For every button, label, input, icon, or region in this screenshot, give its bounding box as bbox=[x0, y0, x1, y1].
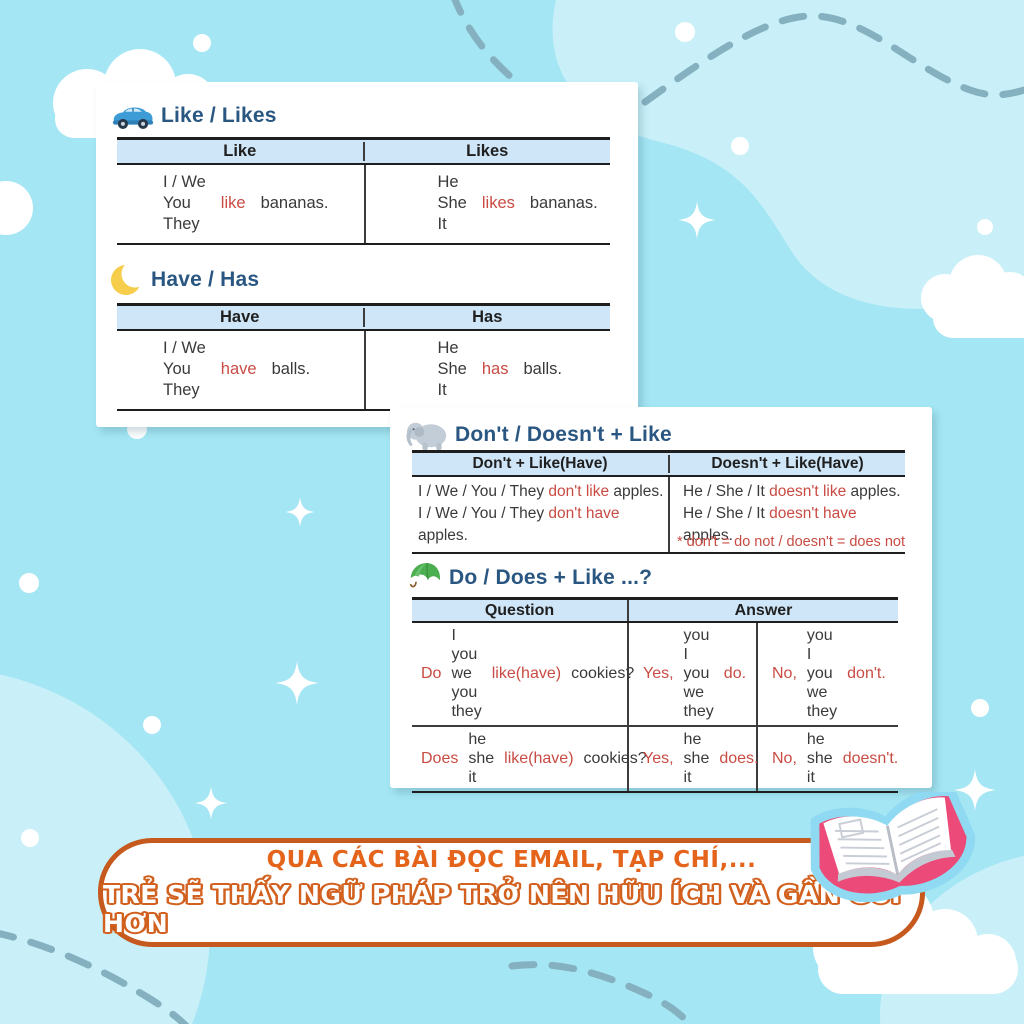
verb: like(have) bbox=[491, 665, 562, 682]
column-header-likes: Likes bbox=[362, 142, 611, 161]
object: balls. bbox=[523, 360, 562, 378]
table-body-row: I / We You They like bananas. He She It … bbox=[117, 165, 610, 245]
elephant-icon bbox=[404, 418, 450, 452]
pronoun-list: he she it bbox=[806, 731, 833, 786]
doesnt-cell: He / She / It doesn't like apples. He / … bbox=[668, 477, 905, 552]
open-book-icon bbox=[810, 792, 976, 903]
sentence: He / She / It doesn't have apples. bbox=[683, 505, 857, 544]
cloud-right bbox=[921, 255, 1024, 338]
verb: has bbox=[481, 360, 509, 378]
yes-word: Yes, bbox=[643, 750, 674, 767]
column-header-has: Has bbox=[362, 308, 611, 327]
column-header-have: Have bbox=[220, 308, 260, 326]
pronoun-list: I / We You They bbox=[163, 173, 206, 233]
section-have-title: Have / Has bbox=[110, 260, 259, 300]
likes-cell: He She It likes bananas. bbox=[363, 165, 611, 243]
banner-text-line2: TRẺ SẼ THẤY NGỮ PHÁP TRỞ NÊN HỮU ÍCH VÀ … bbox=[103, 880, 902, 938]
section-title-label: Have / Has bbox=[151, 268, 260, 291]
auxiliary: Does bbox=[421, 750, 459, 767]
table-header-row: Like Likes bbox=[117, 137, 610, 165]
verb: do. bbox=[723, 665, 747, 682]
moon-icon bbox=[110, 262, 146, 298]
have-has-table: Have Has I / We You They have balls. He … bbox=[117, 303, 610, 411]
background-dots bbox=[19, 22, 993, 847]
section-title-label: Like / Likes bbox=[161, 104, 277, 127]
column-header-like: Like bbox=[223, 142, 257, 160]
dont-doesnt-table: Don't + Like(Have) Doesn't + Like(Have) … bbox=[412, 450, 905, 554]
banner-text-line1: QUA CÁC BÀI ĐỌC EMAIL, TẠP CHÍ,... bbox=[266, 847, 757, 873]
grammar-card-like-have: Like / Likes Like Likes I / We You They … bbox=[96, 82, 638, 427]
pronoun-list: you I you we they bbox=[806, 627, 838, 720]
dashed-path-top-right bbox=[641, 12, 1024, 106]
yes-answer-cell: Yes, he she it does. bbox=[629, 727, 758, 791]
column-header-doesnt: Doesn't + Like(Have) bbox=[668, 455, 905, 473]
dashed-path-bottom-left bbox=[0, 930, 190, 1024]
question-cell: Does he she it like(have) cookies? bbox=[412, 727, 647, 791]
section-title-label: Do / Does + Like ...? bbox=[449, 566, 653, 589]
column-header-question: Question bbox=[412, 600, 629, 621]
like-likes-table: Like Likes I / We You They like bananas.… bbox=[117, 137, 610, 245]
section-title-label: Don't / Doesn't + Like bbox=[455, 423, 672, 446]
have-cell: I / We You They have balls. bbox=[117, 331, 364, 409]
verb: doesn't. bbox=[842, 750, 899, 767]
section-dont-title: Don't / Doesn't + Like bbox=[404, 415, 672, 455]
object: cookies? bbox=[571, 665, 635, 682]
dashed-path-top-left bbox=[451, 0, 530, 94]
table-header-row: Question Answer bbox=[412, 597, 898, 623]
no-word: No, bbox=[772, 750, 797, 767]
yes-word: Yes, bbox=[643, 665, 674, 682]
dont-cell: I / We / You / They don't like apples. I… bbox=[412, 477, 668, 552]
verb: don't. bbox=[847, 665, 886, 682]
verb: have bbox=[220, 360, 257, 378]
pronoun-list: He She It bbox=[437, 173, 467, 233]
umbrella-icon bbox=[406, 560, 444, 596]
no-answer-cell: No, you I you we they don't. bbox=[758, 623, 898, 725]
has-cell: He She It has balls. bbox=[363, 331, 611, 409]
object: bananas. bbox=[529, 194, 598, 212]
pronoun-list: I you we you they bbox=[451, 627, 482, 720]
like-cell: I / We You They like bananas. bbox=[117, 165, 364, 243]
column-header-answer: Answer bbox=[734, 601, 793, 619]
blob-top-right bbox=[552, 0, 1024, 309]
background-sparkles bbox=[194, 201, 996, 820]
pronoun-list: He She It bbox=[437, 339, 467, 399]
dashed-path-bottom-center bbox=[508, 961, 695, 1024]
sentence: He / She / It doesn't like apples. bbox=[683, 483, 901, 500]
verb: like(have) bbox=[504, 750, 574, 767]
table-body-row: I / We You They have balls. He She It ha… bbox=[117, 331, 610, 411]
do-does-question-table: Question Answer Do I you we you they lik… bbox=[412, 597, 898, 793]
table-body-row: I / We / You / They don't like apples. I… bbox=[412, 477, 905, 554]
verb: likes bbox=[481, 194, 515, 212]
contraction-footnote: * don't = do not / doesn't = does not bbox=[676, 534, 905, 550]
yes-answer-cell: Yes, you I you we they do. bbox=[629, 623, 758, 725]
do-row: Do I you we you they like(have) cookies?… bbox=[412, 623, 898, 727]
does-row: Does he she it like(have) cookies? Yes, … bbox=[412, 727, 898, 793]
no-word: No, bbox=[772, 665, 797, 682]
question-cell: Do I you we you they like(have) cookies? bbox=[412, 623, 634, 725]
table-header-row: Don't + Like(Have) Doesn't + Like(Have) bbox=[412, 450, 905, 477]
car-icon bbox=[110, 99, 156, 133]
object: cookies? bbox=[583, 750, 647, 767]
verb: does. bbox=[719, 750, 759, 767]
section-like-title: Like / Likes bbox=[110, 96, 277, 136]
bottom-message-banner: QUA CÁC BÀI ĐỌC EMAIL, TẠP CHÍ,... TRẺ S… bbox=[98, 838, 925, 947]
verb: like bbox=[220, 194, 246, 212]
no-answer-cell: No, he she it doesn't. bbox=[758, 727, 898, 791]
grammar-card-dont-do: Don't / Doesn't + Like Don't + Like(Have… bbox=[390, 407, 932, 793]
table-header-row: Have Has bbox=[117, 303, 610, 331]
pronoun-list: you I you we they bbox=[683, 627, 714, 720]
sentence: I / We / You / They don't like apples. bbox=[418, 483, 664, 500]
section-do-title: Do / Does + Like ...? bbox=[406, 558, 652, 598]
auxiliary: Do bbox=[421, 665, 442, 682]
pronoun-list: I / We You They bbox=[163, 339, 206, 399]
pronoun-list: he she it bbox=[468, 731, 495, 786]
object: bananas. bbox=[260, 194, 329, 212]
object: balls. bbox=[271, 360, 311, 378]
column-header-dont: Don't + Like(Have) bbox=[472, 455, 608, 472]
pronoun-list: he she it bbox=[683, 731, 710, 786]
sentence: I / We / You / They don't have apples. bbox=[418, 505, 620, 544]
